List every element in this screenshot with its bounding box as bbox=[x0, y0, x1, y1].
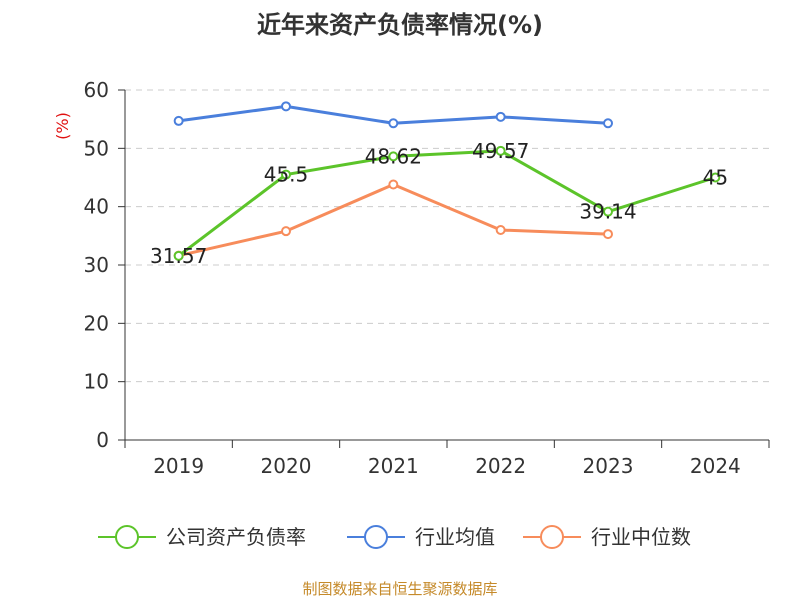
legend-item: 行业中位数 bbox=[523, 525, 691, 549]
series-line bbox=[178, 183, 609, 258]
data-point bbox=[603, 118, 613, 129]
y-tick-label: 50 bbox=[84, 136, 109, 160]
y-tick-label: 0 bbox=[96, 428, 109, 452]
legend-label: 行业均值 bbox=[415, 525, 495, 549]
y-axis-label: (%) bbox=[53, 112, 72, 140]
series-0 bbox=[173, 145, 721, 261]
data-point bbox=[495, 225, 506, 235]
legend-marker bbox=[540, 525, 564, 549]
source-note: 制图数据来自恒生聚源数据库 bbox=[302, 580, 497, 598]
series-lines bbox=[173, 101, 721, 261]
data-label: 45.5 bbox=[264, 163, 309, 187]
y-tick-label: 30 bbox=[84, 253, 109, 277]
legend-label: 公司资产负债率 bbox=[166, 525, 306, 549]
x-tick-label: 2024 bbox=[690, 454, 741, 478]
legend: 公司资产负债率 行业均值 行业中位数 bbox=[98, 525, 691, 549]
data-label: 39.14 bbox=[579, 200, 636, 224]
legend-marker bbox=[364, 525, 388, 549]
data-label: 45 bbox=[703, 166, 728, 190]
legend-marker bbox=[115, 525, 139, 549]
data-point bbox=[281, 101, 291, 112]
axes: 0 10 20 30 40 50 60 2019 2020 2021 2022 2023 2024 bbox=[84, 78, 770, 478]
y-tick-label: 40 bbox=[84, 195, 109, 219]
legend-item: 公司资产负债率 bbox=[98, 525, 306, 549]
data-point bbox=[603, 206, 613, 217]
data-label: 48.62 bbox=[365, 144, 422, 168]
x-tick-label: 2020 bbox=[261, 454, 312, 478]
x-tick-label: 2022 bbox=[475, 454, 526, 478]
data-label: 49.57 bbox=[472, 139, 529, 163]
data-point bbox=[281, 169, 291, 180]
x-tick-label: 2021 bbox=[368, 454, 419, 478]
chart-title: 近年来资产负债率情况(%) bbox=[257, 11, 543, 39]
data-point bbox=[173, 250, 184, 261]
data-point bbox=[388, 118, 399, 129]
data-label: 31.57 bbox=[150, 244, 207, 268]
series-line bbox=[177, 149, 716, 258]
data-point bbox=[388, 151, 399, 162]
y-tick-label: 20 bbox=[84, 311, 109, 335]
data-point bbox=[710, 172, 721, 183]
x-tick-label: 2019 bbox=[153, 454, 204, 478]
series-1 bbox=[173, 101, 613, 129]
series-2 bbox=[173, 179, 613, 261]
x-tick-label: 2023 bbox=[583, 454, 634, 478]
data-point bbox=[388, 179, 399, 190]
y-tick-label: 60 bbox=[84, 78, 109, 102]
data-point bbox=[495, 111, 506, 122]
data-point bbox=[495, 145, 506, 156]
data-point bbox=[281, 226, 291, 237]
grid-lines bbox=[125, 89, 769, 383]
legend-item: 行业均值 bbox=[347, 525, 495, 549]
legend-label: 行业中位数 bbox=[591, 525, 691, 549]
data-point bbox=[603, 229, 613, 240]
data-labels: 31.57 45.5 48.62 49.57 39.14 45 bbox=[150, 139, 728, 268]
y-tick-label: 10 bbox=[84, 370, 109, 394]
data-point bbox=[173, 115, 184, 126]
